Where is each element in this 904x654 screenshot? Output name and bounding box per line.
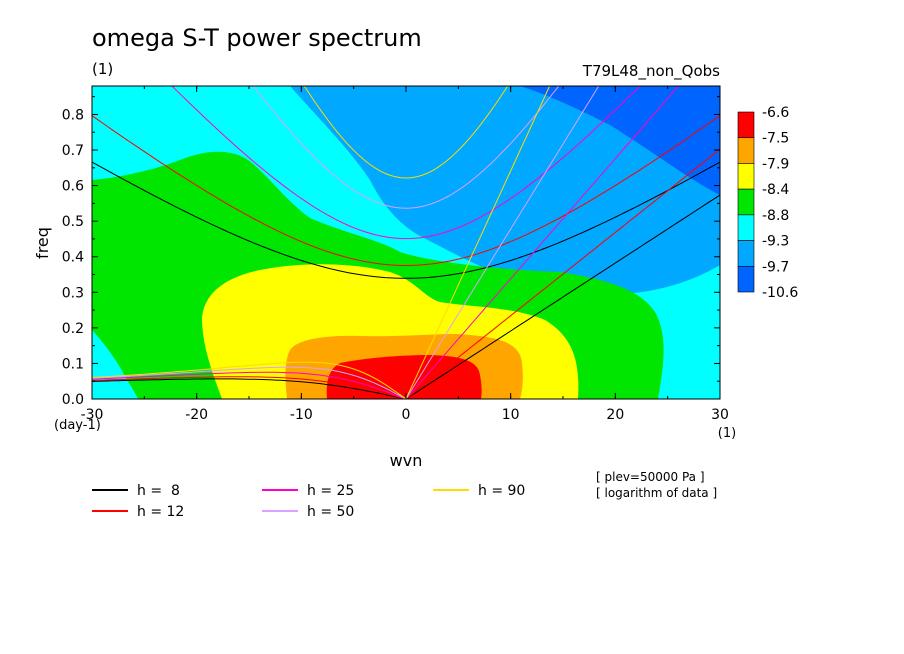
legend-label-h50: h = 50 [307, 504, 354, 520]
region-level-7 [520, 86, 720, 195]
dispersion-curve-h8 [92, 378, 407, 399]
x-axis: -30 -20 -10 0 10 20 30 [81, 86, 729, 423]
legend-label-h25: h = 25 [307, 483, 354, 499]
colorbar-swatch [737, 111, 755, 139]
dispersion-curve-h12 [405, 148, 720, 399]
colorbar: -6.6 -7.5 -7.9 -8.4 -8.8 -9.3 -9.7 -10.6 [737, 105, 798, 301]
dispersion-curve-h50 [92, 366, 407, 399]
y-axis: 0.0 0.1 0.2 0.3 0.4 0.5 0.6 0.7 0.8 [62, 96, 720, 408]
colorbar-label: -10.6 [762, 285, 798, 301]
x-tick-label: 0 [402, 407, 411, 423]
dispersion-curve-h50 [405, 86, 600, 399]
dispersion-curve-h90 [303, 86, 509, 179]
dispersion-curve-h50 [252, 86, 560, 209]
y-unit-label: (day-1) [54, 418, 101, 433]
dispersion-curve-h90 [405, 86, 551, 399]
y-tick-label: 0.5 [62, 214, 84, 230]
legend-label-h90: h = 90 [478, 483, 525, 499]
colorbar-label: -7.9 [762, 156, 789, 172]
region-level-1 [326, 355, 482, 399]
chart-title: omega S-T power spectrum [92, 24, 422, 52]
x-tick-label: 10 [502, 407, 520, 423]
y-tick-label: 0.4 [62, 250, 84, 266]
colorbar-label: -9.7 [762, 259, 789, 275]
y-tick-label: 0.1 [62, 356, 84, 372]
x-tick-label: -20 [185, 407, 208, 423]
x-axis-title: wvn [390, 451, 423, 470]
colorbar-swatch [737, 188, 755, 216]
y-tick-label: 0.0 [62, 392, 84, 408]
annotation-log: [ logarithm of data ] [596, 486, 717, 500]
region-level-5-lower-left [92, 330, 138, 399]
colorbar-swatch [737, 214, 755, 241]
region-level-6 [290, 86, 720, 296]
x-tick-label: -10 [290, 407, 313, 423]
x-unit-label: (1) [718, 426, 736, 441]
colorbar-label: -9.3 [762, 234, 789, 250]
colorbar-swatch [737, 265, 755, 293]
colorbar-label: -7.5 [762, 131, 789, 147]
legend: h = 8 h = 12 h = 25 h = 50 h = 90 [92, 483, 525, 520]
y-tick-label: 0.3 [62, 285, 84, 301]
x-tick-label: -30 [81, 407, 104, 423]
dispersion-curve-h25 [405, 86, 680, 399]
dispersion-curve-h12 [92, 376, 407, 399]
dispersion-curve-h12 [92, 115, 720, 267]
colorbar-label: -8.4 [762, 182, 789, 198]
dispersion-curve-h25 [92, 371, 407, 399]
colorbar-swatch [737, 137, 755, 164]
y-tick-label: 0.6 [62, 179, 84, 195]
annotation-plev: [ plev=50000 Pa ] [596, 470, 705, 484]
y-tick-label: 0.2 [62, 321, 84, 337]
y-axis-title: freq [33, 227, 52, 259]
legend-label-h12: h = 12 [137, 504, 184, 520]
colorbar-swatch [737, 163, 755, 190]
colorbar-label: -8.8 [762, 208, 789, 224]
plot-area [92, 86, 720, 399]
dispersion-curve-h8 [405, 194, 720, 399]
x-tick-label: 20 [606, 407, 624, 423]
colorbar-swatch [737, 240, 755, 267]
legend-label-h8: h = 8 [137, 483, 180, 499]
dispersion-curve-h90 [92, 361, 407, 399]
dispersion-curve-h8 [92, 161, 720, 279]
experiment-label: T79L48_non_Qobs [582, 62, 720, 81]
x-tick-label: 30 [711, 407, 729, 423]
units-label: (1) [92, 60, 113, 78]
y-tick-label: 0.7 [62, 143, 84, 159]
dispersion-curves [92, 86, 720, 399]
colorbar-label: -6.6 [762, 105, 789, 121]
y-tick-label: 0.8 [62, 107, 84, 123]
dispersion-curve-h25 [171, 86, 641, 240]
